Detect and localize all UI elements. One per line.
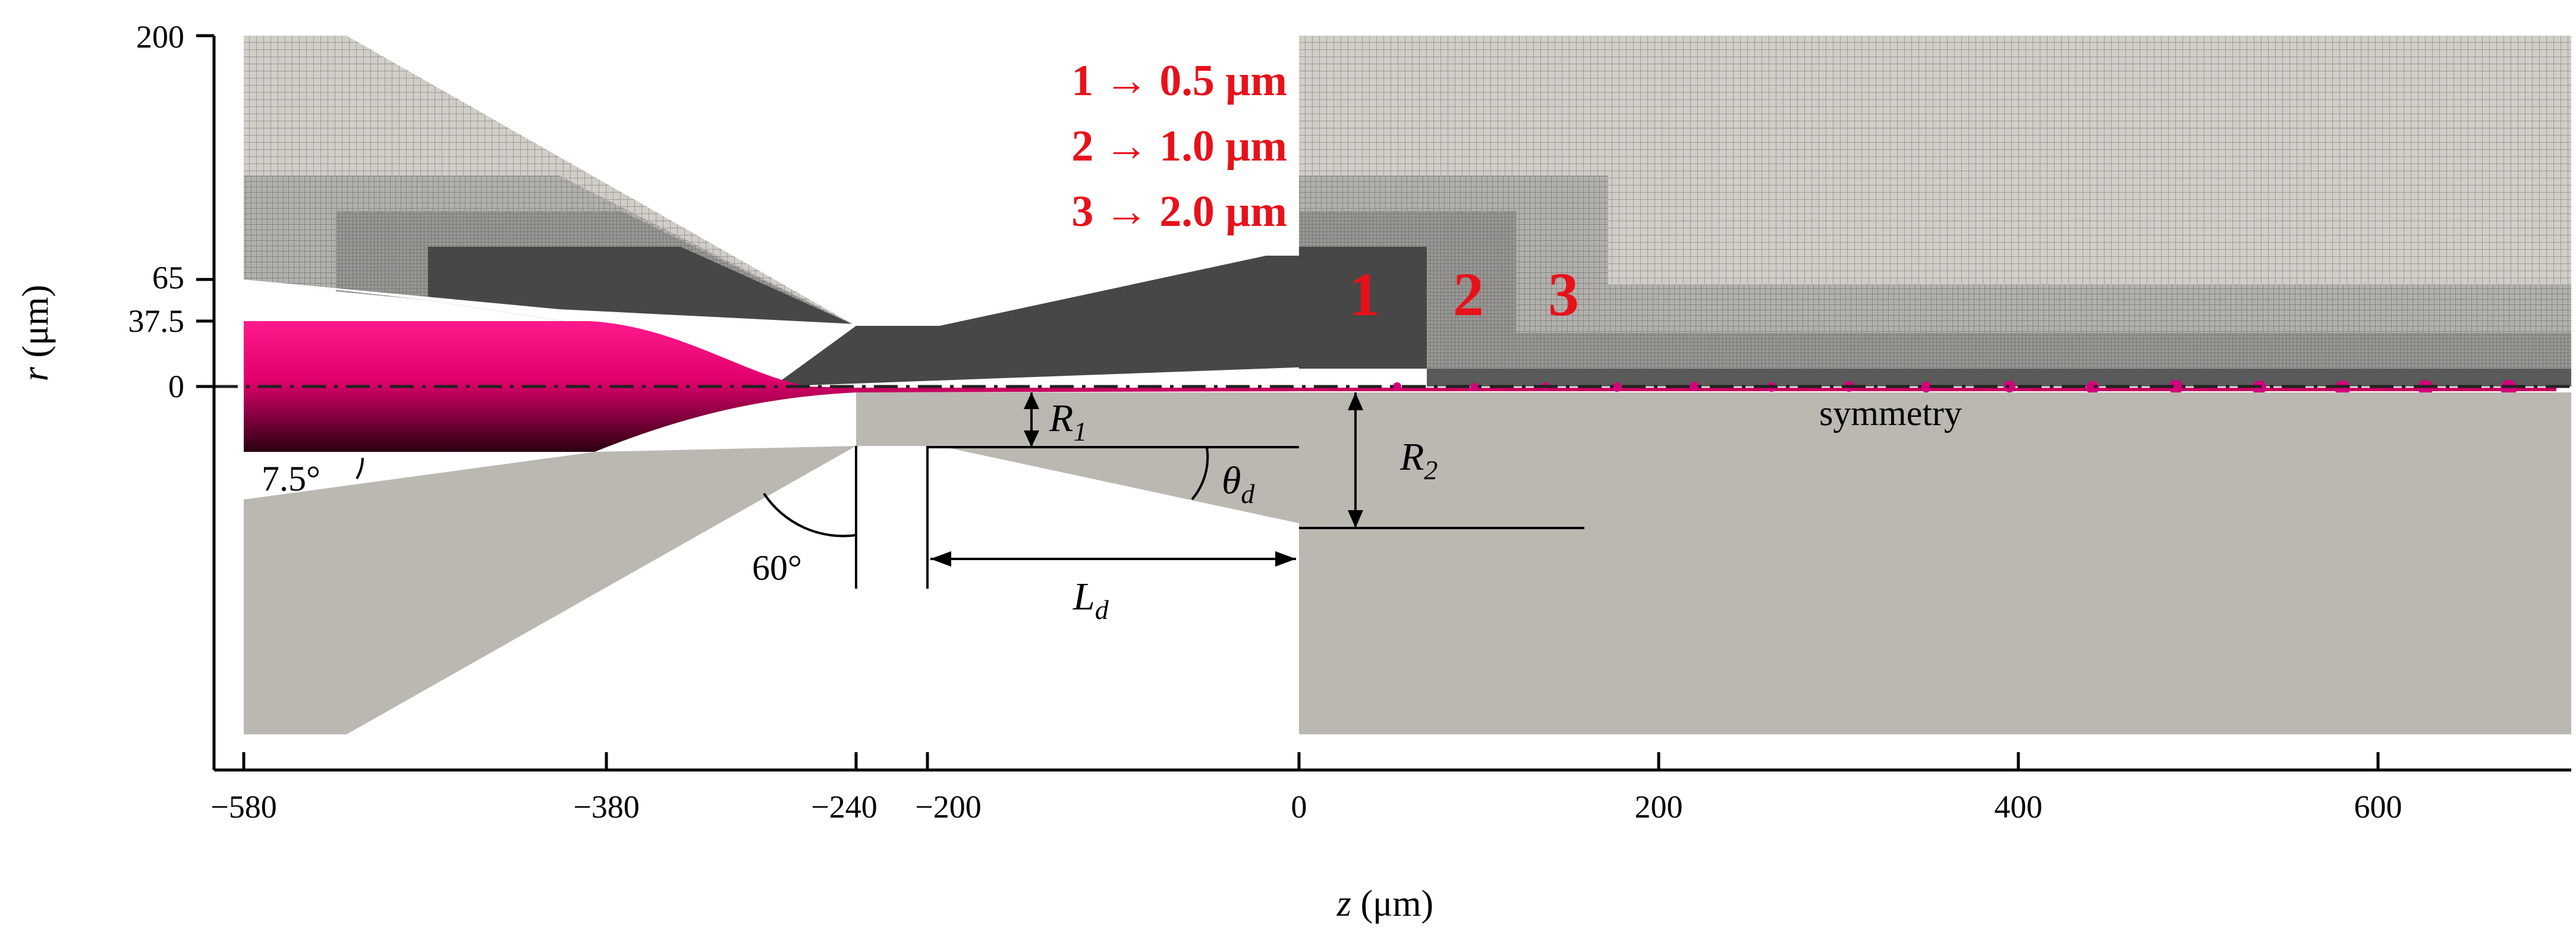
resolution-legend: 1 → 0.5 μm 2 → 1.0 μm 3 → 2.0 μm	[942, 42, 1299, 256]
x-tick-label: −580	[210, 789, 276, 825]
y-tick-label: 37.5	[128, 303, 185, 339]
x-tick-label: −380	[573, 789, 639, 825]
r1-label: R1	[1049, 397, 1087, 447]
legend-item-3: 3 → 2.0 μm	[1071, 187, 1287, 236]
lower-contraction-outside	[347, 446, 856, 734]
inlet-angle-label: 7.5°	[262, 459, 320, 498]
symmetry-label: symmetry	[1819, 394, 1962, 433]
legend-item-2: 2 → 1.0 μm	[1071, 122, 1287, 171]
dimension-arrowheads	[930, 392, 1363, 567]
downstream-zone-2-strip	[1516, 333, 2571, 369]
y-tick-label: 65	[152, 260, 184, 296]
diffuser-lower-wall	[856, 392, 1299, 523]
axes-frame	[196, 34, 2571, 772]
lower-inlet-gap	[244, 452, 595, 499]
lower-geometry	[244, 392, 2571, 734]
downstream-zone-1-strip	[1427, 369, 2571, 386]
x-tick-label: −240	[811, 789, 877, 825]
r2-label: R2	[1399, 435, 1438, 485]
x-axis-title: z (μm)	[1336, 884, 1433, 924]
diffuser-lower-solid	[856, 446, 1299, 734]
downstream-zone-1	[1299, 247, 1427, 369]
x-tick-label: −200	[915, 789, 981, 825]
y-axis-title: r (μm)	[15, 285, 56, 381]
contraction-angle-label: 60°	[752, 548, 802, 587]
dimension-annotations	[356, 392, 1584, 589]
x-tick-label: 200	[1635, 789, 1683, 825]
x-tick-label: 0	[1291, 789, 1307, 825]
legend-item-1: 1 → 0.5 μm	[1071, 56, 1287, 105]
x-tick-label: 600	[2354, 789, 2402, 825]
legend-background	[942, 42, 1299, 256]
zone-label-2: 2	[1453, 260, 1484, 329]
y-tick-label: 200	[136, 19, 184, 55]
zone-label-3: 3	[1548, 260, 1579, 329]
theta-label: θd	[1222, 459, 1255, 509]
downstream-lower-solid	[1299, 392, 2571, 734]
upper-wall-gap	[244, 279, 856, 326]
x-tick-labels: −580 −380 −240 −200 0 200 400 600	[210, 789, 2402, 825]
ld-label: Ld	[1072, 575, 1109, 625]
y-tick-labels: 200 65 37.5 0	[128, 19, 185, 404]
zone-label-1: 1	[1349, 260, 1380, 329]
x-tick-label: 400	[1995, 789, 2043, 825]
y-tick-label: 0	[168, 369, 184, 404]
downstream-mesh-block-upper	[1299, 36, 2571, 110]
throat-upper-mesh	[773, 249, 1427, 386]
upstream-zone-1	[428, 247, 856, 326]
